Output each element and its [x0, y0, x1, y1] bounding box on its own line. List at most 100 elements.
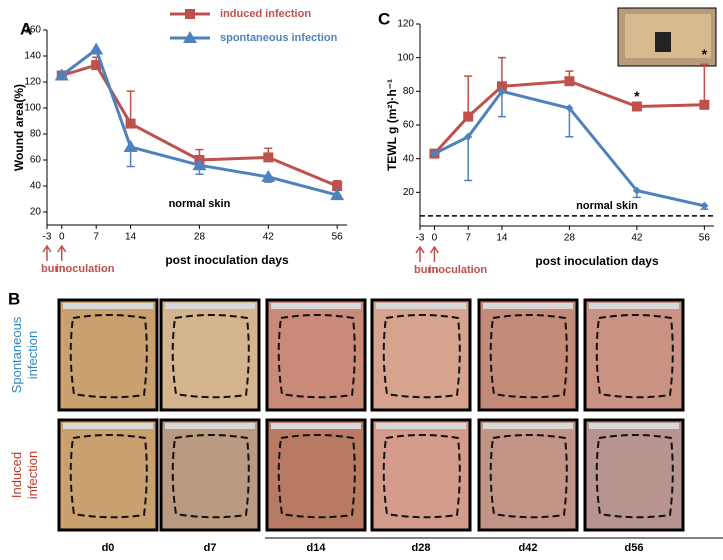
marker	[261, 169, 276, 182]
y-tick-label: 120	[397, 19, 414, 30]
x-tick-label: 14	[125, 232, 137, 243]
error-bar	[464, 75, 473, 117]
ruler	[483, 303, 573, 309]
event-label: burn	[41, 263, 66, 275]
panel-label: A	[20, 19, 32, 38]
y-tick-label: 100	[24, 103, 41, 114]
event-arrow	[429, 245, 440, 262]
x-tick-label: 42	[263, 232, 275, 243]
marker	[185, 9, 195, 19]
error-bar	[565, 108, 574, 138]
marker	[463, 111, 474, 122]
x-tick-label: 14	[496, 233, 508, 244]
y-tick-label: 80	[30, 129, 42, 140]
ruler	[271, 423, 361, 429]
error-bar	[126, 90, 135, 124]
column-label: d28	[412, 542, 431, 554]
x-tick-label: 7	[465, 233, 471, 244]
marker	[123, 140, 138, 152]
marker	[125, 118, 136, 129]
column-label: d56	[625, 542, 644, 554]
x-tick-label: 0	[59, 232, 65, 243]
wound-outline	[171, 314, 250, 399]
reference-label: normal skin	[576, 200, 638, 212]
wound-outline	[382, 314, 461, 399]
row-label-line: Induced	[9, 452, 24, 498]
column-label: d14	[307, 542, 327, 554]
ruler	[165, 303, 255, 309]
y-tick-label: 160	[24, 25, 41, 36]
wound-outline	[489, 314, 568, 399]
x-axis-label: post inoculation days	[165, 253, 289, 267]
ruler	[376, 303, 466, 309]
event-label: burn	[414, 264, 439, 276]
x-tick-label: 7	[93, 232, 99, 243]
marker	[192, 158, 207, 171]
row-label-line: infection	[25, 451, 40, 499]
event-label: inoculation	[56, 263, 115, 275]
ruler	[63, 423, 153, 429]
x-tick-label: -3	[416, 233, 425, 244]
panel-label: B	[8, 289, 20, 308]
significance-marker: *	[702, 46, 708, 62]
row-label: Inducedinfection	[9, 451, 40, 499]
marker	[89, 42, 104, 55]
marker	[332, 181, 343, 191]
x-tick-label: 28	[564, 233, 576, 244]
annotation: normal skin	[169, 198, 231, 210]
error-bar	[700, 63, 709, 105]
marker	[699, 99, 710, 110]
y-tick-label: 60	[30, 155, 42, 166]
x-axis-label: post inoculation days	[535, 254, 659, 268]
wound-outline	[489, 434, 568, 519]
wound-photo	[370, 418, 472, 532]
y-tick-label: 40	[30, 181, 42, 192]
marker	[632, 186, 641, 195]
event-arrow	[57, 244, 67, 261]
row-label-line: infection	[25, 331, 40, 379]
column-label: d7	[204, 542, 217, 554]
wound-outline	[382, 434, 461, 519]
series-line	[61, 63, 338, 188]
marker	[263, 152, 274, 163]
event-arrow	[42, 244, 52, 261]
ruler	[165, 423, 255, 429]
y-axis-label: TEWL g (m²)·h⁻¹	[385, 79, 399, 171]
marker	[564, 76, 575, 87]
wound-outline	[69, 434, 148, 519]
y-tick-label: 80	[403, 86, 415, 97]
marker	[54, 68, 69, 81]
column-label: d42	[519, 542, 538, 554]
marker	[183, 31, 197, 43]
wound-outline	[69, 314, 148, 399]
x-tick-label: 56	[699, 233, 711, 244]
panel-label: C	[378, 9, 390, 28]
wound-outline	[171, 434, 250, 519]
ruler	[589, 423, 679, 429]
ruler	[483, 423, 573, 429]
error-bar	[464, 136, 473, 182]
ruler	[376, 423, 466, 429]
y-tick-label: 140	[24, 51, 41, 62]
row-label: Spontaneousinfection	[9, 316, 40, 393]
legend-label: induced infection	[220, 8, 311, 20]
x-tick-label: 28	[194, 232, 206, 243]
y-tick-label: 40	[403, 153, 415, 164]
event-arrow	[415, 245, 425, 262]
wound-outline	[595, 434, 674, 519]
row-label-line: Spontaneous	[9, 316, 24, 393]
marker	[330, 188, 345, 201]
x-tick-label: 0	[432, 233, 438, 244]
ruler	[63, 303, 153, 309]
legend-label: spontaneous infection	[220, 32, 338, 44]
y-tick-label: 20	[30, 207, 42, 218]
marker	[700, 201, 709, 210]
error-bar	[497, 91, 506, 118]
marker	[430, 149, 439, 158]
ruler	[589, 303, 679, 309]
y-axis-label: Wound area(%)	[12, 84, 26, 171]
wound-outline	[277, 434, 356, 519]
marker	[631, 101, 642, 112]
significance-marker: *	[634, 88, 640, 104]
